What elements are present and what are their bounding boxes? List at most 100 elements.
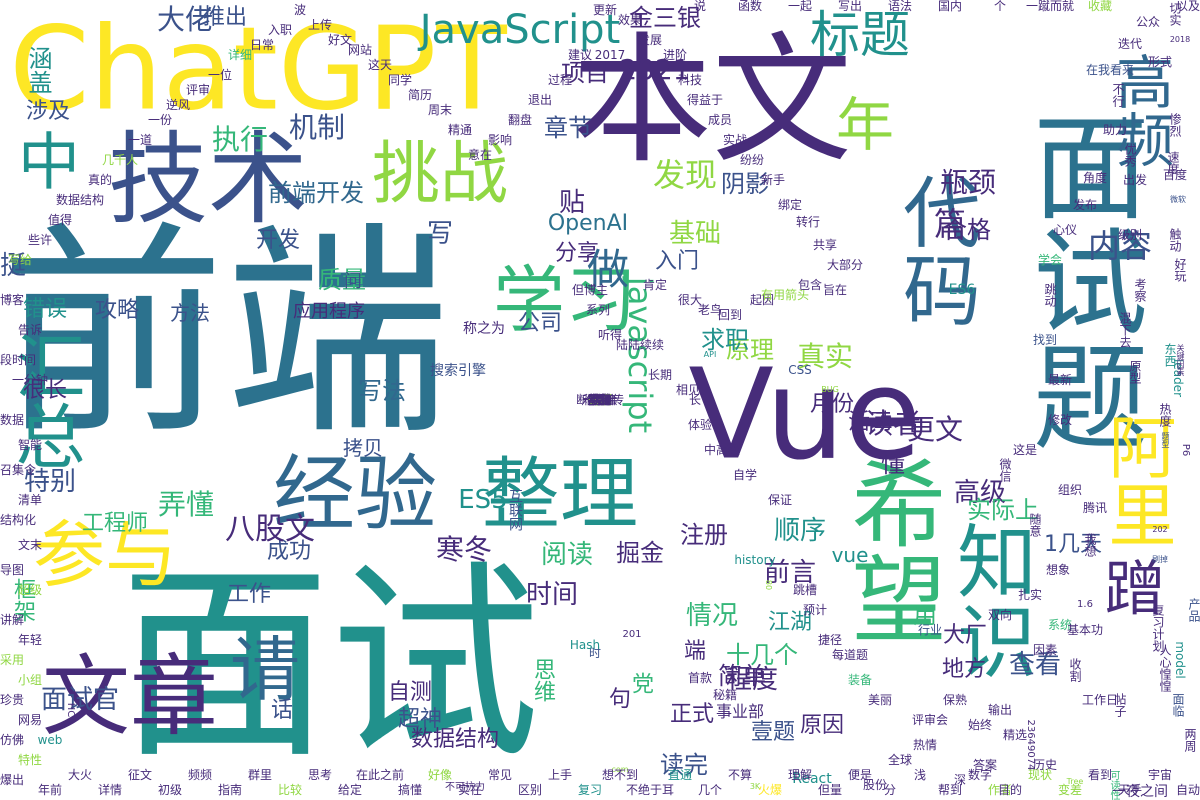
cloud-word: 提 bbox=[593, 393, 607, 407]
cloud-word: 不可抗力 bbox=[445, 782, 485, 793]
cloud-word: 注册 bbox=[680, 521, 728, 549]
cloud-word: 数据结构 bbox=[55, 193, 105, 207]
cloud-word: 年 bbox=[835, 91, 895, 159]
cloud-word: 角度 bbox=[1082, 171, 1108, 185]
cloud-word: 超级 bbox=[17, 583, 43, 597]
cloud-word: 段时间 bbox=[0, 353, 37, 367]
cloud-word: 这天 bbox=[367, 58, 393, 72]
cloud-word: 合格 bbox=[943, 216, 991, 244]
cloud-word: 说明 bbox=[587, 393, 613, 407]
cloud-word: 正 bbox=[593, 393, 607, 407]
cloud-word: 复习计划 bbox=[1151, 604, 1165, 652]
cloud-word: 相见 bbox=[675, 383, 701, 397]
cloud-word: 2021 bbox=[619, 53, 691, 86]
cloud-word: 同学 bbox=[387, 73, 413, 87]
cloud-word: web bbox=[37, 733, 63, 747]
cloud-word: javascript bbox=[621, 276, 659, 434]
cloud-word: com bbox=[611, 765, 629, 774]
cloud-word: 影响 bbox=[487, 133, 513, 147]
cloud-word: 值得 bbox=[47, 213, 73, 227]
cloud-word: Hash bbox=[569, 638, 601, 652]
cloud-word: 在我看来 bbox=[1085, 63, 1135, 77]
cloud-word: ChatGPT bbox=[9, 2, 507, 137]
cloud-word: 可读性 bbox=[1108, 770, 1119, 800]
cloud-word: 行业 bbox=[917, 623, 943, 637]
cloud-word: 自学 bbox=[732, 468, 758, 482]
cloud-word: 结构化 bbox=[0, 513, 37, 527]
cloud-word: 202 bbox=[1152, 525, 1168, 534]
cloud-word: 质量 bbox=[318, 266, 366, 294]
cloud-word: 帮到 bbox=[937, 783, 963, 797]
cloud-word: CSS bbox=[788, 363, 812, 377]
cloud-word: 活动 bbox=[847, 410, 893, 435]
cloud-word: 过程 bbox=[547, 73, 573, 87]
cloud-word: Vue bbox=[688, 342, 922, 488]
cloud-word: 珍贵 bbox=[0, 693, 25, 707]
cloud-word: 大厂 bbox=[942, 623, 988, 648]
cloud-word: 告诉 bbox=[17, 323, 43, 337]
cloud-word: 火 bbox=[593, 393, 607, 407]
cloud-word: 年 bbox=[593, 393, 607, 407]
cloud-word: 写出 bbox=[837, 0, 863, 13]
cloud-word: 发布 bbox=[1072, 198, 1098, 212]
cloud-word: 推出 bbox=[202, 5, 248, 30]
cloud-word: 说 bbox=[693, 0, 707, 13]
cloud-word: 大火 bbox=[67, 768, 93, 782]
cloud-word: 答案 bbox=[972, 758, 998, 772]
cloud-word: 掘金 bbox=[616, 539, 664, 567]
cloud-word: 实在 bbox=[457, 783, 483, 797]
cloud-word: API bbox=[703, 350, 717, 359]
cloud-word: 问 bbox=[344, 271, 362, 292]
cloud-word: 分 bbox=[883, 783, 897, 797]
cloud-word: 2017 bbox=[594, 48, 626, 62]
cloud-word: 保熟 bbox=[942, 693, 968, 707]
cloud-word: 但博主 bbox=[571, 283, 609, 297]
cloud-word: Tree bbox=[1066, 777, 1084, 786]
cloud-word: 不如 bbox=[587, 393, 613, 407]
cloud-word: 热度 bbox=[1158, 403, 1172, 427]
cloud-word: 题 bbox=[593, 393, 607, 407]
cloud-word: 讲解 bbox=[0, 613, 25, 627]
cloud-word: 好文 bbox=[327, 33, 353, 47]
cloud-word: 1几天 bbox=[1044, 532, 1102, 557]
cloud-word: 给定 bbox=[337, 783, 363, 797]
cloud-word: 意在 bbox=[467, 148, 493, 162]
cloud-word: 超神 bbox=[397, 707, 443, 732]
cloud-word: 装备 bbox=[847, 673, 873, 687]
cloud-word: 纷纷 bbox=[739, 153, 765, 167]
cloud-word: 退出 bbox=[527, 93, 553, 107]
cloud-word: 贴 bbox=[558, 188, 586, 218]
cloud-word: 涉及 bbox=[25, 99, 71, 124]
cloud-word: 进阶 bbox=[662, 48, 688, 62]
cloud-word: 助力 bbox=[1102, 123, 1128, 137]
cloud-word: 挑战 bbox=[371, 135, 509, 214]
cloud-word: 文件 bbox=[587, 393, 613, 407]
cloud-word: 查看 bbox=[1008, 650, 1062, 680]
cloud-word: 句 bbox=[608, 687, 632, 712]
cloud-word: 链 bbox=[593, 393, 607, 407]
cloud-word: 涵盖 bbox=[24, 46, 52, 94]
cloud-word: 真的 bbox=[87, 173, 113, 187]
cloud-word: 学会 bbox=[1037, 253, 1063, 267]
cloud-word: 本文 bbox=[571, 20, 853, 183]
cloud-word: 哥们 bbox=[587, 393, 613, 407]
cloud-word: 东西 bbox=[1163, 343, 1177, 367]
cloud-word: 80 bbox=[764, 579, 773, 591]
cloud-word: 火爆 bbox=[757, 783, 783, 797]
cloud-word: 些许 bbox=[27, 233, 53, 247]
cloud-word: 国 bbox=[593, 393, 607, 407]
cloud-word: 执行 bbox=[211, 123, 269, 156]
cloud-word: 十几个 bbox=[726, 641, 798, 669]
cloud-word: 写给 bbox=[7, 253, 33, 267]
cloud-word: 发现 bbox=[652, 156, 718, 194]
cloud-word: 周末 bbox=[427, 103, 453, 117]
cloud-word: 倒 bbox=[593, 393, 607, 407]
cloud-word: 捷径 bbox=[817, 633, 843, 647]
cloud-word: 寒冬 bbox=[435, 533, 493, 566]
cloud-word: 波 bbox=[293, 3, 307, 17]
cloud-word: 面试官 bbox=[40, 685, 120, 715]
cloud-word: 双向 bbox=[987, 608, 1013, 622]
cloud-word: vue bbox=[831, 543, 869, 567]
cloud-word: 随意 bbox=[1028, 513, 1042, 537]
